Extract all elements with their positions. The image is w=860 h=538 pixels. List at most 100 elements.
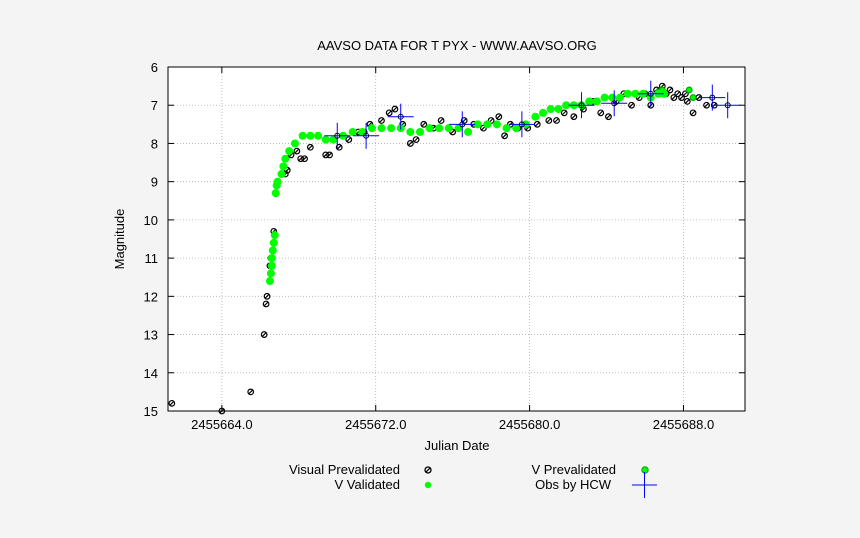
y-tick-label: 6 [151, 60, 158, 75]
obs-by-hcw-point [387, 103, 414, 130]
visual-prevalidated-point-slash [288, 152, 294, 158]
visual-prevalidated-point-ring [345, 136, 353, 144]
v-validated-point [298, 131, 307, 140]
visual-prevalidated-point-ring [260, 331, 268, 338]
v-validated-point [329, 135, 338, 144]
visual-prevalidated-point-slash [711, 102, 717, 108]
visual-prevalidated-point-slash [307, 144, 313, 150]
visual-prevalidated-point-ring [681, 90, 689, 98]
visual-prevalidated-point [345, 136, 353, 144]
v-validated-point [279, 162, 288, 171]
visual-prevalidated-point-slash [263, 301, 269, 307]
visual-prevalidated-point-ring [570, 113, 578, 121]
visual-prevalidated-point-ring [683, 97, 691, 105]
v-validated-point [554, 105, 563, 114]
visual-prevalidated-point [168, 399, 176, 407]
legend-label-v-validated: V Validated [334, 477, 400, 492]
obs-by-hcw-point [449, 111, 476, 138]
visual-prevalidated-point-slash [682, 91, 688, 97]
y-tick-label: 9 [151, 175, 158, 190]
obs-by-hcw-point [568, 92, 595, 119]
x-tick-label: 2455664.0 [191, 417, 252, 432]
v-validated-point [660, 89, 669, 98]
v-validated-point [306, 131, 315, 140]
visual-prevalidated-point-slash [379, 118, 384, 123]
visual-prevalidated-point [570, 113, 578, 121]
y-tick-label: 7 [151, 98, 158, 113]
visual-prevalidated-point-ring [378, 117, 385, 124]
visual-prevalidated-point-ring [670, 94, 678, 101]
obs-by-hcw-point [601, 90, 628, 117]
v-validated-point [592, 97, 601, 106]
visual-prevalidated-point [378, 117, 385, 124]
visual-prevalidated-point-slash [546, 118, 552, 123]
visual-prevalidated-point-slash [407, 141, 413, 146]
obs-by-hcw-point-center [397, 113, 404, 120]
visual-prevalidated-point [553, 117, 560, 124]
obs-by-hcw-point [324, 122, 351, 149]
visual-prevalidated-point [412, 136, 420, 144]
visual-prevalidated-point [703, 101, 710, 109]
visual-prevalidated-point-ring [545, 117, 553, 124]
visual-prevalidated-point-ring [218, 407, 226, 415]
v-validated-point [321, 135, 330, 144]
visual-prevalidated-point-slash [261, 332, 267, 337]
visual-prevalidated-point-ring [297, 155, 305, 163]
visual-prevalidated-point-slash [496, 114, 502, 120]
visual-prevalidated-point [385, 109, 393, 117]
v-validated-point [348, 127, 357, 136]
v-validated-point [290, 139, 299, 148]
v-validated-point [483, 120, 492, 129]
v-validated-point [623, 89, 632, 98]
visual-prevalidated-point-ring [412, 136, 420, 144]
y-tick-label: 8 [151, 136, 158, 151]
visual-prevalidated-point-ring [678, 94, 685, 101]
v-validated-point [512, 124, 521, 133]
visual-prevalidated-point [560, 109, 568, 117]
obs-by-hcw-point-center [578, 102, 585, 109]
visual-prevalidated-point [689, 109, 697, 117]
obs-by-hcw-point [353, 122, 380, 149]
v-validated-point [285, 147, 294, 156]
visual-prevalidated-point-ring [301, 155, 308, 163]
y-tick-label: 13 [144, 328, 158, 343]
visual-prevalidated-point [670, 94, 678, 101]
v-validated-point [531, 112, 540, 121]
visual-prevalidated-point-ring [628, 101, 635, 109]
visual-prevalidated-point [262, 300, 270, 308]
v-validated-point [608, 93, 617, 102]
visual-prevalidated-point-slash [675, 91, 681, 97]
legend-label-obs-by-hcw: Obs by HCW [535, 477, 612, 492]
visual-prevalidated-point [683, 97, 691, 105]
v-validated-point [562, 101, 571, 110]
x-tick-label: 2455680.0 [499, 417, 560, 432]
legend-label-visual-prevalidated: Visual Prevalidated [289, 462, 400, 477]
obs-by-hcw-point [637, 80, 664, 107]
visual-prevalidated-point-slash [264, 293, 270, 299]
visual-prevalidated-point [391, 105, 399, 113]
visual-prevalidated-point [335, 143, 343, 151]
visual-prevalidated-point-ring [335, 143, 343, 151]
visual-prevalidated-point-slash [534, 121, 540, 127]
visual-prevalidated-point-slash [502, 133, 508, 139]
y-tick-label: 15 [144, 404, 158, 419]
obs-by-hcw-point-center [647, 90, 654, 97]
v-validated-point [271, 189, 280, 198]
v-validated-point [631, 89, 640, 98]
axis-ticks: 2455664.0 2455672.0 2455680.0 2455688.0 6 7 8 9… [144, 60, 745, 432]
visual-prevalidated-point-slash [704, 102, 709, 108]
visual-prevalidated-point-ring [666, 86, 674, 94]
v-prevalidated-point-ring [685, 86, 693, 94]
visual-prevalidated-point-ring [605, 113, 612, 121]
visual-prevalidated-point [545, 117, 553, 124]
y-tick-label: 11 [145, 251, 159, 266]
visual-prevalidated-point-ring [391, 105, 399, 113]
v-validated-point [454, 124, 463, 133]
visual-prevalidated-point [628, 101, 635, 109]
visual-prevalidated-point-slash [248, 389, 254, 395]
legend: Visual Prevalidated V Validated V Preval… [289, 462, 657, 498]
v-validated-point [435, 124, 444, 133]
visual-prevalidated-point [260, 331, 268, 338]
legend-marker-visual-prevalidated-slash [425, 467, 431, 473]
visual-prevalidated-point [326, 151, 333, 159]
